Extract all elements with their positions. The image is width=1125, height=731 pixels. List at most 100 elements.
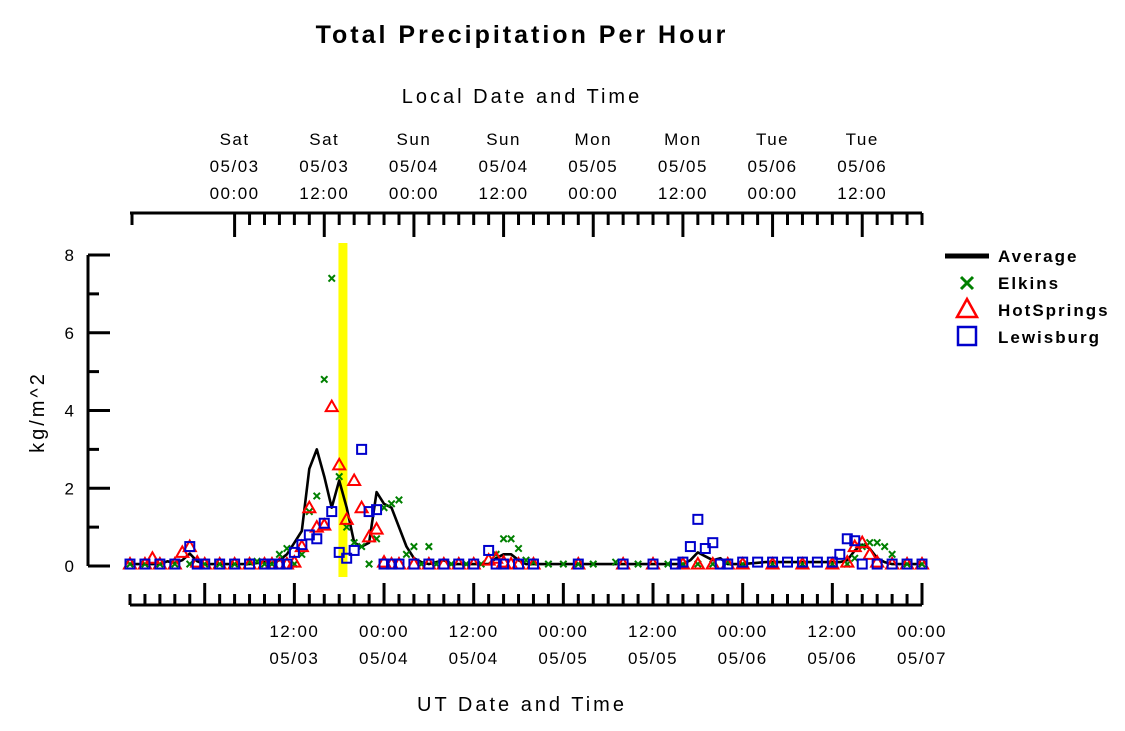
x-axis-title: UT Date and Time <box>417 694 627 716</box>
lewisburg-point <box>288 546 300 558</box>
lewisburg-point <box>318 517 330 529</box>
lewisburg-point <box>154 558 166 570</box>
lewisburg-point <box>572 558 584 570</box>
lewisburg-point <box>348 544 360 556</box>
lewisburg-point <box>699 543 711 555</box>
hotsprings-point <box>294 538 310 553</box>
lewisburg-point <box>513 558 525 570</box>
bottom-tick-date-label: 05/04 <box>449 649 499 668</box>
top-tick-day-label: Mon <box>664 130 702 149</box>
lewisburg-point <box>871 558 883 570</box>
hotsprings-point <box>690 556 706 570</box>
tick-labels-layer: Sat 05/03 00:00 Sat 05/03 12:00 Sun 05/04 00:00 S… <box>65 130 947 668</box>
lewisburg-point <box>244 558 256 570</box>
series-hotsprings <box>122 398 930 570</box>
legend-label: HotSprings <box>998 301 1110 320</box>
elkins-point <box>559 560 568 568</box>
lewisburg-point <box>527 558 539 570</box>
bottom-tick-date-label: 05/05 <box>538 649 588 668</box>
lewisburg-point <box>341 552 353 564</box>
bottom-tick-date-label: 05/03 <box>269 649 319 668</box>
lewisburg-point <box>438 558 450 570</box>
top-tick-time-label: 00:00 <box>568 184 618 203</box>
lewisburg-point <box>692 513 704 525</box>
top-tick-day-label: Mon <box>574 130 612 149</box>
lewisburg-point <box>468 558 480 570</box>
bottom-tick-time-label: 00:00 <box>359 622 409 641</box>
top-tick-day-label: Sat <box>220 130 250 149</box>
lewisburg-point <box>266 558 278 570</box>
hotsprings-point <box>324 398 340 413</box>
lewisburg-point <box>722 558 734 570</box>
hotsprings-point <box>346 472 362 486</box>
lewisburg-point <box>796 556 808 568</box>
lewisburg-point <box>617 558 629 570</box>
lewisburg-point <box>273 558 285 570</box>
lewisburg-point <box>214 558 226 570</box>
lewisburg-point <box>393 558 405 570</box>
top-tick-time-label: 12:00 <box>299 184 349 203</box>
lewisburg-point <box>886 558 898 570</box>
lewisburg-point <box>901 558 913 570</box>
top-tick-date-label: 05/05 <box>568 157 618 176</box>
elkins-point <box>880 542 889 551</box>
lewisburg-point <box>408 558 420 570</box>
top-tick-day-label: Tue <box>756 130 789 149</box>
highlight-bar <box>338 243 348 577</box>
elkins-point <box>387 499 396 508</box>
bottom-tick-date-label: 05/06 <box>807 649 857 668</box>
top-tick-day-label: Sun <box>397 130 432 149</box>
lewisburg-point <box>737 556 749 568</box>
lewisburg-point <box>258 558 270 570</box>
hotsprings-point <box>764 556 781 570</box>
elkins-point <box>395 496 403 504</box>
lewisburg-point <box>811 556 823 568</box>
lewisburg-point <box>124 558 136 570</box>
bottom-tick-time-label: 00:00 <box>897 622 947 641</box>
legend-item-hotsprings: HotSprings <box>954 296 1110 320</box>
lewisburg-point <box>647 558 659 570</box>
lewisburg-point <box>363 506 375 518</box>
lewisburg-point <box>490 558 502 570</box>
elkins-point <box>342 523 351 532</box>
elkins-point <box>320 375 329 384</box>
hotsprings-point <box>734 556 751 570</box>
bottom-tick-time-label: 12:00 <box>449 622 499 641</box>
lewisburg-point <box>849 535 861 547</box>
legend-triangle-marker <box>954 296 980 319</box>
elkins-point <box>402 550 411 559</box>
y-tick-label: 0 <box>65 557 74 576</box>
average-line <box>130 448 922 566</box>
lewisburg-point <box>356 443 368 455</box>
hotsprings-point <box>331 456 347 471</box>
elkins-point <box>275 550 284 559</box>
y-tick-label: 6 <box>65 324 74 343</box>
top-tick-day-label: Sat <box>309 130 339 149</box>
lewisburg-point <box>826 556 838 568</box>
lewisburg-point <box>184 541 196 553</box>
elkins-point <box>410 542 418 551</box>
hotsprings-point <box>869 554 885 568</box>
lewisburg-point <box>229 558 241 570</box>
top-tick-time-label: 12:00 <box>479 184 529 203</box>
y-tick-label: 2 <box>65 479 74 498</box>
elkins-point <box>365 560 374 568</box>
series-elkins <box>126 274 926 568</box>
hotsprings-point <box>301 499 318 514</box>
lewisburg-point <box>169 558 181 570</box>
lewisburg-point <box>498 558 510 570</box>
lewisburg-point <box>782 556 794 568</box>
y-tick-label: 4 <box>65 402 74 421</box>
legend-item-lewisburg: Lewisburg <box>956 325 1101 347</box>
elkins-point <box>507 534 515 543</box>
y-axis-title: kg/m^2 <box>27 371 49 453</box>
elkins-point <box>888 550 897 559</box>
bottom-tick-time-label: 00:00 <box>718 622 768 641</box>
legend-label: Lewisburg <box>998 328 1101 347</box>
lewisburg-point <box>707 537 719 549</box>
bottom-tick-time-label: 12:00 <box>807 622 857 641</box>
legend-label: Elkins <box>998 274 1060 293</box>
elkins-point <box>499 534 508 543</box>
lewisburg-point <box>199 558 211 570</box>
